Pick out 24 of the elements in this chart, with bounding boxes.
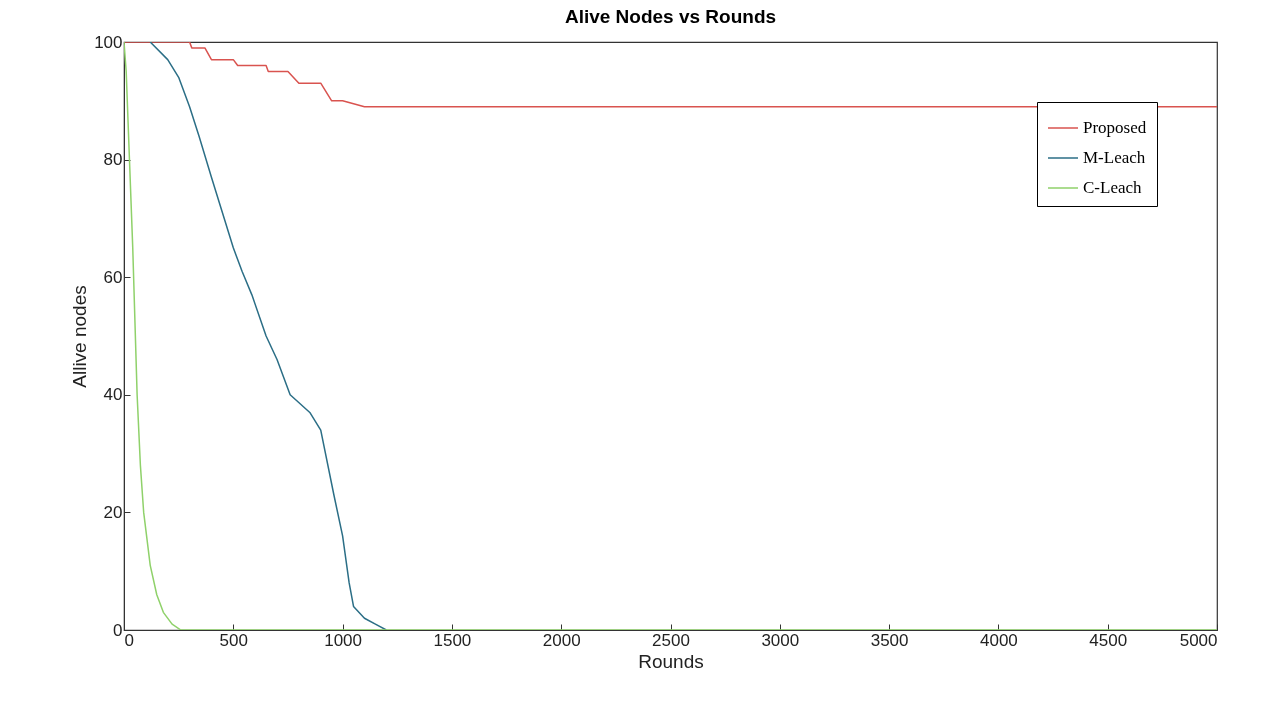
y-tick-label: 20: [103, 502, 123, 522]
legend-label: C-Leach: [1083, 178, 1143, 197]
x-tick-label: 1500: [433, 630, 472, 650]
x-tick-label: 3500: [870, 630, 909, 650]
x-axis-title: Rounds: [638, 650, 704, 672]
y-tick-label: 100: [94, 32, 123, 52]
x-tick-label: 1000: [324, 630, 363, 650]
x-tick-label: 5000: [1179, 630, 1218, 650]
legend-label: Proposed: [1083, 118, 1147, 137]
line-series: [124, 42, 1217, 108]
x-tick-label: 3000: [761, 630, 800, 650]
y-axis-title: Allive nodes: [69, 285, 91, 388]
line-series: [149, 42, 388, 630]
chart-title: Alive Nodes vs Rounds: [564, 6, 777, 27]
line-series: [124, 42, 1217, 630]
y-tick-label: 80: [103, 150, 123, 170]
x-tick-label: 4000: [979, 630, 1018, 650]
x-tick-label: 2500: [652, 630, 690, 650]
x-tick-label: 2000: [542, 630, 581, 650]
y-tick-label: 60: [103, 267, 123, 287]
legend-label: M-Leach: [1083, 148, 1146, 167]
x-tick-label: 500: [219, 630, 248, 650]
y-tick-label: 40: [103, 385, 123, 405]
x-tick-label: 4500: [1089, 630, 1128, 650]
